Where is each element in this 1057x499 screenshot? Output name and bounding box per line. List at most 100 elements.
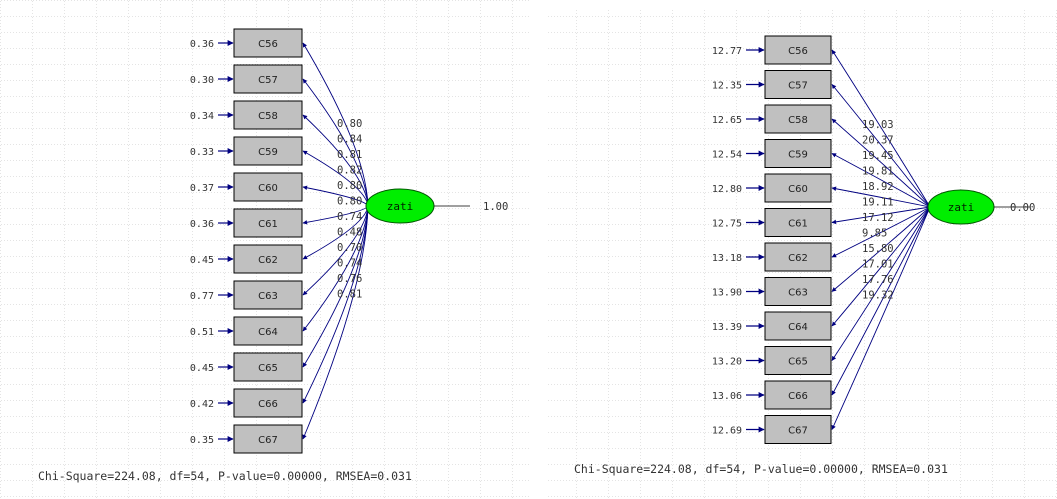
indicator-box-c64[interactable] — [764, 311, 832, 341]
loading-value: 0.80 — [337, 180, 362, 192]
error-variance-value: 12.69 — [712, 426, 742, 437]
indicator-box-c63[interactable] — [233, 280, 303, 310]
indicator-label: C64 — [258, 327, 278, 338]
indicator-label: C67 — [258, 435, 278, 446]
indicator-box-c67[interactable] — [764, 415, 832, 444]
indicator-box-c60[interactable] — [764, 173, 832, 203]
loading-value: 0.74 — [337, 258, 362, 270]
error-variance-value: 0.35 — [190, 435, 214, 446]
error-variance-value: 0.45 — [190, 255, 214, 266]
error-variance-value: 12.75 — [712, 219, 742, 230]
t-values-panel: C56 C57 C58 C59 C60 C61 C62 C63 C64 C65 C66 C67 12.… — [548, 8, 1057, 499]
indicator-label: C64 — [788, 322, 808, 333]
error-variance-value: 0.42 — [190, 399, 214, 410]
indicator-label: C60 — [788, 184, 808, 195]
error-variance-value: 0.33 — [190, 147, 214, 158]
indicator-label: C65 — [258, 363, 278, 374]
loading-arrow-c62 — [831, 206, 931, 258]
indicator-box-c60[interactable] — [233, 172, 303, 202]
fit-statistics: Chi-Square=224.08, df=54, P-value=0.0000… — [574, 462, 948, 476]
indicator-box-c56[interactable] — [233, 28, 303, 58]
latent-label: zati — [948, 201, 975, 214]
loading-arrow-c58 — [831, 118, 931, 208]
indicator-label: C59 — [788, 150, 808, 161]
loading-value: 20.37 — [862, 135, 894, 147]
loading-value: 19.11 — [862, 197, 894, 209]
indicator-box-c62[interactable] — [764, 242, 832, 272]
loading-value: 0.80 — [337, 196, 362, 208]
error-variance-value: 12.77 — [712, 46, 742, 57]
loading-arrow-c60 — [831, 186, 931, 208]
loading-value: 9.85 — [862, 228, 887, 240]
loading-value: 0.81 — [337, 289, 362, 301]
indicator-label: C62 — [258, 255, 278, 266]
indicator-label: C57 — [258, 75, 278, 86]
error-variance-value: 12.80 — [712, 184, 742, 195]
indicator-label: C61 — [788, 219, 808, 230]
loading-arrow-c67 — [831, 206, 931, 430]
standardized-solution-panel: C56 C57 C58 C59 C60 C61 C62 C63 C64 C65 C66 C67 0.3… — [0, 0, 530, 499]
error-variance-value: 0.37 — [190, 183, 214, 194]
error-variance-value: 13.06 — [712, 391, 742, 402]
indicator-box-c66[interactable] — [764, 380, 832, 410]
error-variance-value: 12.35 — [712, 81, 742, 92]
loading-arrow-c67 — [302, 205, 369, 440]
indicator-box-c59[interactable] — [764, 139, 832, 168]
indicator-box-c57[interactable] — [764, 70, 832, 99]
loading-arrow-c66 — [831, 206, 931, 396]
loading-value: 0.81 — [337, 149, 362, 161]
indicator-label: C58 — [258, 111, 278, 122]
loading-value: 17.76 — [862, 274, 894, 286]
indicator-label: C57 — [788, 81, 808, 92]
loading-arrow-c57 — [302, 78, 369, 207]
indicator-label: C60 — [258, 183, 278, 194]
loading-arrow-c56 — [302, 42, 369, 207]
indicator-box-c57[interactable] — [233, 64, 303, 94]
indicator-box-c65[interactable] — [233, 352, 303, 382]
error-variance-value: 0.51 — [190, 327, 214, 338]
indicator-label: C58 — [788, 115, 808, 126]
error-variance-value: 13.39 — [712, 322, 742, 333]
indicator-label: C65 — [788, 357, 808, 368]
loading-arrow-c57 — [831, 84, 931, 208]
loading-value: 0.74 — [337, 211, 362, 223]
indicator-box-c58[interactable] — [764, 104, 832, 134]
indicator-label: C56 — [788, 46, 808, 57]
indicator-box-c59[interactable] — [233, 136, 303, 166]
latent-label: zati — [387, 200, 414, 213]
indicator-box-c56[interactable] — [764, 35, 832, 65]
loading-value: 15.80 — [862, 243, 894, 255]
indicator-label: C67 — [788, 426, 808, 437]
fit-statistics: Chi-Square=224.08, df=54, P-value=0.0000… — [38, 469, 412, 483]
indicator-label: C66 — [788, 391, 808, 402]
loading-arrow-c58 — [302, 114, 369, 207]
indicator-box-c64[interactable] — [233, 316, 303, 346]
loading-value: 19.45 — [862, 150, 894, 162]
indicator-box-c65[interactable] — [764, 346, 832, 375]
indicator-box-c62[interactable] — [233, 244, 303, 274]
error-variance-value: 0.45 — [190, 363, 214, 374]
latent-variance-value: 1.00 — [483, 201, 508, 213]
indicator-box-c61[interactable] — [233, 208, 303, 238]
error-variance-value: 0.36 — [190, 39, 214, 50]
loading-arrow-c56 — [831, 49, 931, 208]
loading-value: 0.76 — [337, 273, 362, 285]
error-variance-value: 12.65 — [712, 115, 742, 126]
loading-value: 19.03 — [862, 119, 894, 131]
latent-variance-value: 0.00 — [1010, 202, 1035, 214]
loading-value: 0.70 — [337, 242, 362, 254]
loading-value: 17.12 — [862, 212, 894, 224]
indicator-label: C63 — [788, 288, 808, 299]
error-variance-value: 0.36 — [190, 219, 214, 230]
indicator-box-c63[interactable] — [764, 277, 832, 306]
indicator-box-c58[interactable] — [233, 100, 303, 130]
loading-arrow-c64 — [831, 206, 931, 327]
indicator-box-c66[interactable] — [233, 388, 303, 418]
indicator-box-c61[interactable] — [764, 208, 832, 237]
loading-arrow-c63 — [831, 206, 931, 292]
indicator-label: C62 — [788, 253, 808, 264]
indicator-box-c67[interactable] — [233, 424, 303, 454]
loading-value: 19.32 — [862, 290, 894, 302]
loading-value: 0.48 — [337, 227, 362, 239]
